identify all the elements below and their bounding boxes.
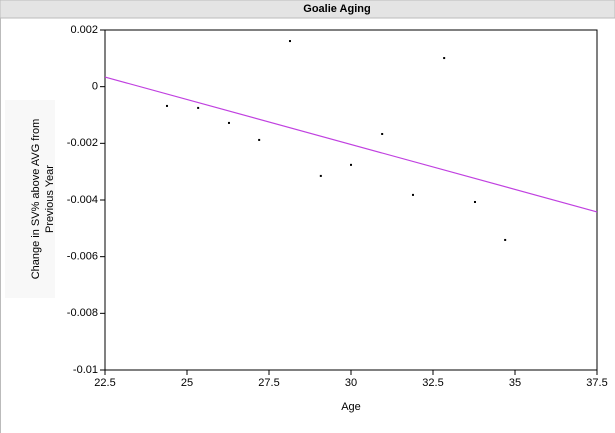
point xyxy=(258,138,261,141)
point xyxy=(411,193,414,196)
point xyxy=(288,40,291,43)
x-tick-label: 32.5 xyxy=(422,377,443,389)
point xyxy=(443,57,446,60)
trend-line xyxy=(104,76,598,213)
y-tick-label: -0.01 xyxy=(73,364,98,376)
x-tick-label: 37.5 xyxy=(586,377,607,389)
chart-title: Goalie Aging xyxy=(303,3,370,15)
y-axis-label: Previous Year xyxy=(44,165,56,233)
y-tick-label: -0.004 xyxy=(67,194,98,206)
y-axis-label: Change in SV% above AVG from xyxy=(30,119,42,280)
y-tick-label: -0.008 xyxy=(67,307,98,319)
point xyxy=(350,163,352,166)
y-tick-label: -0.006 xyxy=(67,251,98,263)
point xyxy=(473,200,476,203)
y-tick-label: -0.002 xyxy=(67,137,98,149)
x-tick-label: 25 xyxy=(181,377,193,389)
ylabel-box xyxy=(5,100,55,298)
point xyxy=(165,104,168,107)
y-tick-label: 0.002 xyxy=(70,24,98,36)
point xyxy=(197,106,200,109)
point xyxy=(504,238,507,241)
point xyxy=(319,174,322,177)
x-axis-label: Age xyxy=(341,401,361,413)
x-tick-label: 35 xyxy=(509,377,521,389)
plot-area xyxy=(104,29,598,371)
point xyxy=(227,121,230,124)
title-bar xyxy=(0,0,615,19)
ylabel-group: Change in SV% above AVG from Previous Ye… xyxy=(30,119,56,280)
x-tick-label: 27.5 xyxy=(258,377,279,389)
x-tick-label: 22.5 xyxy=(94,377,115,389)
y-tick-label: 0 xyxy=(92,81,98,93)
point xyxy=(381,132,384,135)
x-tick-label: 30 xyxy=(345,377,357,389)
